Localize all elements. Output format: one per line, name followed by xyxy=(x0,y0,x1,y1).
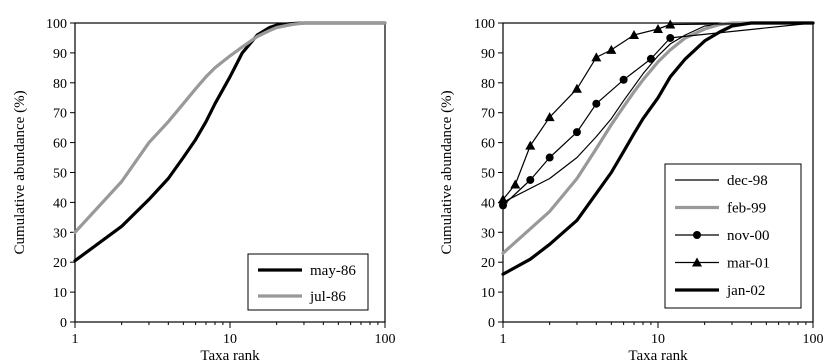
y-tick-label: 80 xyxy=(481,77,495,92)
y-tick-label: 100 xyxy=(474,17,495,32)
data-point-nov-00 xyxy=(646,54,655,63)
legend-label-may-86: may-86 xyxy=(310,263,356,279)
legend-box xyxy=(664,163,802,309)
data-point-mar-01 xyxy=(510,179,521,189)
y-tick-label: 30 xyxy=(53,226,67,241)
data-point-mar-01 xyxy=(606,44,617,54)
data-point-nov-00 xyxy=(572,128,581,137)
x-tick-label: 10 xyxy=(223,332,237,347)
y-tick-label: 10 xyxy=(53,286,67,301)
y-tick-label: 60 xyxy=(53,137,67,152)
y-axis-label: Cumulative abundance (%) xyxy=(439,90,455,254)
legend-label-feb-99: feb-99 xyxy=(727,201,766,217)
y-axis-label: Cumulative abundance (%) xyxy=(12,90,28,254)
x-axis-label: Taxa rank xyxy=(200,348,260,364)
series-line-jan-02 xyxy=(501,21,815,276)
data-point-nov-00 xyxy=(619,75,628,84)
data-point-mar-01 xyxy=(653,23,663,33)
y-tick-label: 90 xyxy=(481,47,495,62)
data-point-mar-01 xyxy=(498,194,508,204)
y-tick-label: 50 xyxy=(53,167,67,182)
series-line-dec-98 xyxy=(502,22,814,203)
y-tick-label: 0 xyxy=(488,316,495,331)
data-point-mar-01 xyxy=(525,140,536,150)
x-tick-label: 100 xyxy=(375,332,396,347)
x-tick-label: 10 xyxy=(651,332,665,347)
y-tick-label: 70 xyxy=(481,107,495,122)
y-tick-label: 100 xyxy=(46,17,67,32)
legend-label-jan-02: jan-02 xyxy=(726,283,765,299)
series-line-feb-99 xyxy=(501,21,815,255)
legend-marker-nov-00 xyxy=(693,231,701,239)
legend-marker-mar-01 xyxy=(692,257,702,267)
series-line-jul-86 xyxy=(73,21,387,234)
data-point-mar-01 xyxy=(665,19,676,29)
x-axis-label: Taxa rank xyxy=(628,348,688,364)
data-point-nov-00 xyxy=(526,175,535,184)
legend-box xyxy=(247,253,369,311)
y-tick-label: 20 xyxy=(53,256,67,271)
legend-label-jul-86: jul-86 xyxy=(309,289,346,305)
y-tick-label: 70 xyxy=(53,107,67,122)
series-line-may-86 xyxy=(73,21,387,263)
x-tick-label: 1 xyxy=(72,332,79,347)
legend-label-mar-01: mar-01 xyxy=(727,256,770,272)
data-point-mar-01 xyxy=(544,112,555,122)
y-tick-label: 60 xyxy=(481,137,495,152)
y-tick-label: 20 xyxy=(481,256,495,271)
data-point-mar-01 xyxy=(571,83,582,93)
data-point-nov-00 xyxy=(545,153,554,162)
y-tick-label: 40 xyxy=(53,196,67,211)
data-point-mar-01 xyxy=(591,52,602,62)
y-tick-label: 40 xyxy=(481,196,495,211)
x-tick-label: 1 xyxy=(500,332,507,347)
y-tick-label: 50 xyxy=(481,167,495,182)
data-point-nov-00 xyxy=(666,33,675,42)
x-tick-label: 100 xyxy=(803,332,824,347)
y-tick-label: 90 xyxy=(53,47,67,62)
y-tick-label: 0 xyxy=(60,316,67,331)
data-point-nov-00 xyxy=(592,99,601,108)
y-tick-label: 80 xyxy=(53,77,67,92)
y-tick-label: 30 xyxy=(481,226,495,241)
legend-label-dec-98: dec-98 xyxy=(727,173,768,189)
legend-label-nov-00: nov-00 xyxy=(727,228,770,244)
data-point-mar-01 xyxy=(628,29,639,39)
y-tick-label: 10 xyxy=(481,286,495,301)
